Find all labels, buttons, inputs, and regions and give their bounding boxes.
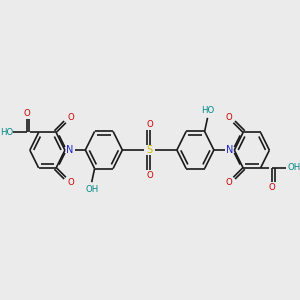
- Text: O: O: [146, 120, 153, 129]
- Text: OH: OH: [85, 185, 98, 194]
- Text: O: O: [146, 171, 153, 180]
- Text: HO: HO: [0, 128, 13, 137]
- Text: O: O: [269, 183, 276, 192]
- Text: N: N: [66, 145, 74, 155]
- Text: N: N: [226, 145, 233, 155]
- Text: O: O: [225, 178, 232, 187]
- Text: O: O: [68, 178, 74, 187]
- Text: O: O: [24, 109, 30, 118]
- Text: O: O: [225, 113, 232, 122]
- Text: OH: OH: [287, 164, 300, 172]
- Text: HO: HO: [201, 106, 214, 115]
- Text: S: S: [147, 145, 153, 155]
- Text: O: O: [68, 113, 74, 122]
